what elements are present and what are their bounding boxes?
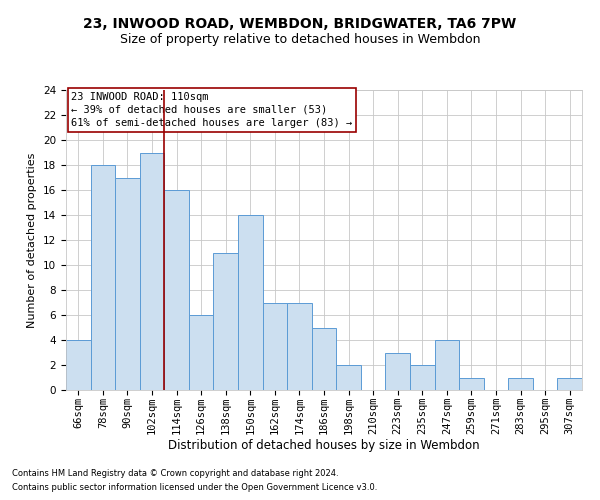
Text: Size of property relative to detached houses in Wembdon: Size of property relative to detached ho… bbox=[120, 32, 480, 46]
Y-axis label: Number of detached properties: Number of detached properties bbox=[28, 152, 37, 328]
Bar bbox=[189, 315, 214, 390]
Bar bbox=[238, 215, 263, 390]
Bar bbox=[91, 165, 115, 390]
Bar bbox=[557, 378, 582, 390]
Bar bbox=[434, 340, 459, 390]
Bar bbox=[385, 352, 410, 390]
Bar bbox=[459, 378, 484, 390]
Bar bbox=[287, 302, 312, 390]
Text: Contains HM Land Registry data © Crown copyright and database right 2024.: Contains HM Land Registry data © Crown c… bbox=[12, 468, 338, 477]
Bar bbox=[115, 178, 140, 390]
Bar bbox=[312, 328, 336, 390]
X-axis label: Distribution of detached houses by size in Wembdon: Distribution of detached houses by size … bbox=[168, 440, 480, 452]
Text: Contains public sector information licensed under the Open Government Licence v3: Contains public sector information licen… bbox=[12, 484, 377, 492]
Bar bbox=[214, 252, 238, 390]
Bar bbox=[164, 190, 189, 390]
Text: 23, INWOOD ROAD, WEMBDON, BRIDGWATER, TA6 7PW: 23, INWOOD ROAD, WEMBDON, BRIDGWATER, TA… bbox=[83, 18, 517, 32]
Bar bbox=[263, 302, 287, 390]
Bar bbox=[336, 365, 361, 390]
Bar bbox=[508, 378, 533, 390]
Bar bbox=[66, 340, 91, 390]
Bar bbox=[410, 365, 434, 390]
Text: 23 INWOOD ROAD: 110sqm
← 39% of detached houses are smaller (53)
61% of semi-det: 23 INWOOD ROAD: 110sqm ← 39% of detached… bbox=[71, 92, 352, 128]
Bar bbox=[140, 152, 164, 390]
